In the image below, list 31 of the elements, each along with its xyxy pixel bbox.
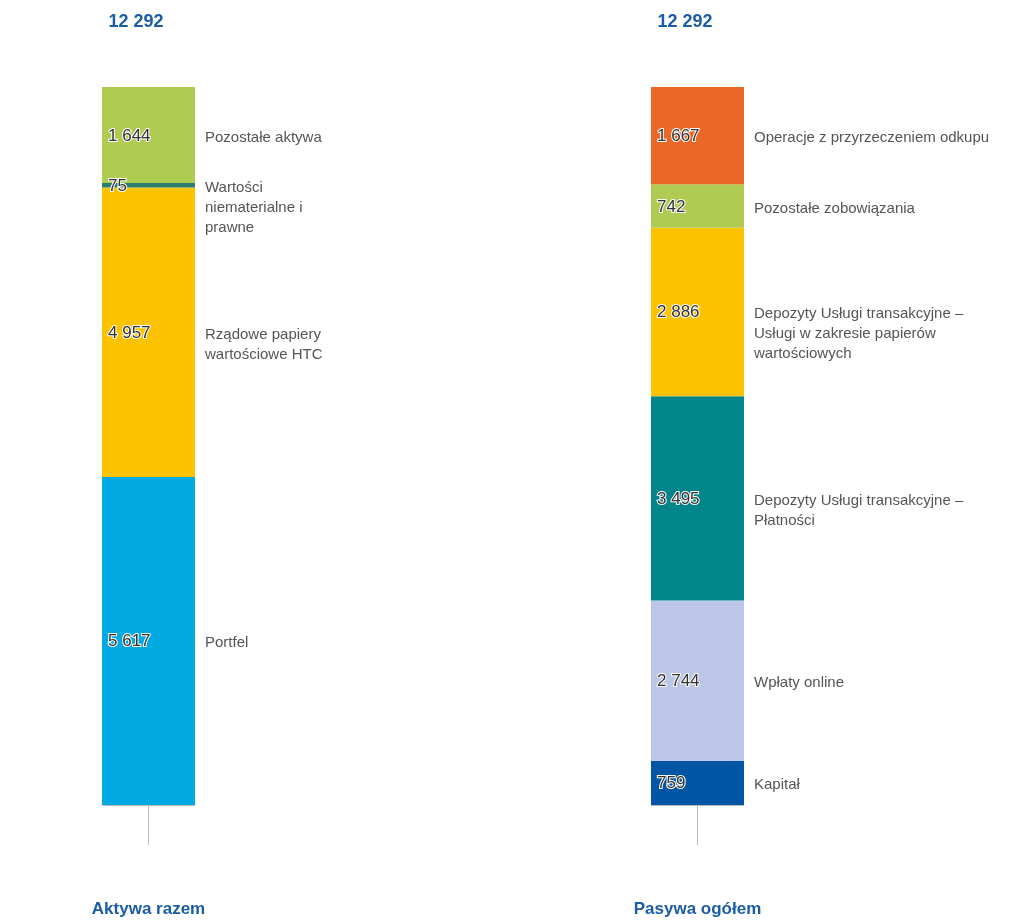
data-label: 1 667 [657, 126, 700, 146]
series-label: Pozostałe aktywa [205, 127, 323, 145]
series-label: Depozyty Usługi transakcyjne – Płatności [754, 490, 968, 528]
series-label: Portfel [205, 633, 249, 651]
data-label: 75 [108, 175, 127, 195]
bar [651, 760, 744, 805]
bar [651, 600, 744, 761]
series-label: Kapitał [754, 775, 801, 793]
total-label: 12 292 [108, 11, 164, 31]
bar [651, 396, 744, 601]
series-label: Wpłaty online [754, 673, 845, 691]
bar [102, 476, 195, 805]
data-label: 2 886 [657, 302, 700, 322]
bar [651, 87, 744, 185]
data-label: 3 495 [657, 488, 700, 508]
data-label: 742 [657, 196, 686, 216]
data-label: 1 644 [108, 125, 151, 145]
x-tick-label: Pasywa ogółem [633, 899, 762, 918]
series-label: Operacje z przyrzeczeniem odkupu [754, 128, 990, 146]
series-label: Pozostałe zobowiązania [754, 198, 916, 216]
data-label: 759 [657, 773, 686, 793]
data-label: 4 957 [108, 322, 151, 342]
x-tick-label: Aktywa razem [91, 899, 206, 918]
data-label: 5 617 [108, 631, 151, 651]
bar [651, 227, 744, 397]
series-label: Rządowe papiery wartościowe HTC [204, 324, 326, 362]
bar [651, 184, 744, 228]
data-label: 2 744 [657, 671, 700, 691]
series-label: Depozyty Usługi transakcyjne – Usługi w zakresie papierów wartościowych [753, 304, 968, 362]
series-label: Wartości niematerialne i prawne [205, 177, 307, 235]
total-label: 12 292 [657, 11, 713, 31]
